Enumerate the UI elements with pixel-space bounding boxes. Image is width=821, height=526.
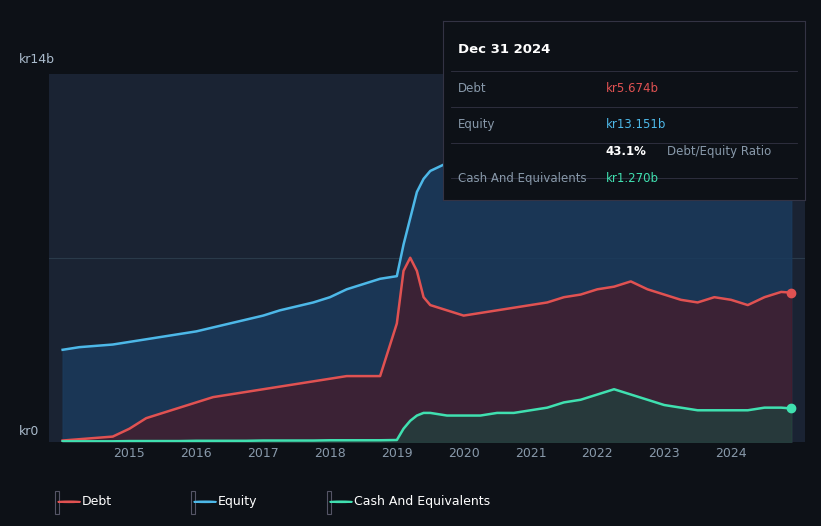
FancyBboxPatch shape (191, 491, 195, 514)
Text: Debt/Equity Ratio: Debt/Equity Ratio (667, 145, 772, 158)
Text: Equity: Equity (218, 495, 258, 508)
Text: kr5.674b: kr5.674b (606, 83, 659, 96)
Circle shape (330, 501, 352, 502)
Text: Cash And Equivalents: Cash And Equivalents (458, 172, 586, 185)
Circle shape (194, 501, 217, 502)
Text: Cash And Equivalents: Cash And Equivalents (354, 495, 490, 508)
Text: Debt: Debt (458, 83, 486, 96)
FancyBboxPatch shape (56, 491, 59, 514)
Text: kr1.270b: kr1.270b (606, 172, 659, 185)
Text: kr14b: kr14b (19, 53, 55, 66)
Text: kr0: kr0 (19, 425, 39, 438)
Circle shape (57, 501, 80, 502)
FancyBboxPatch shape (328, 491, 331, 514)
Text: Equity: Equity (458, 118, 495, 132)
Text: Dec 31 2024: Dec 31 2024 (458, 43, 550, 56)
Text: 43.1%: 43.1% (606, 145, 647, 158)
Text: kr13.151b: kr13.151b (606, 118, 667, 132)
Text: Debt: Debt (82, 495, 112, 508)
